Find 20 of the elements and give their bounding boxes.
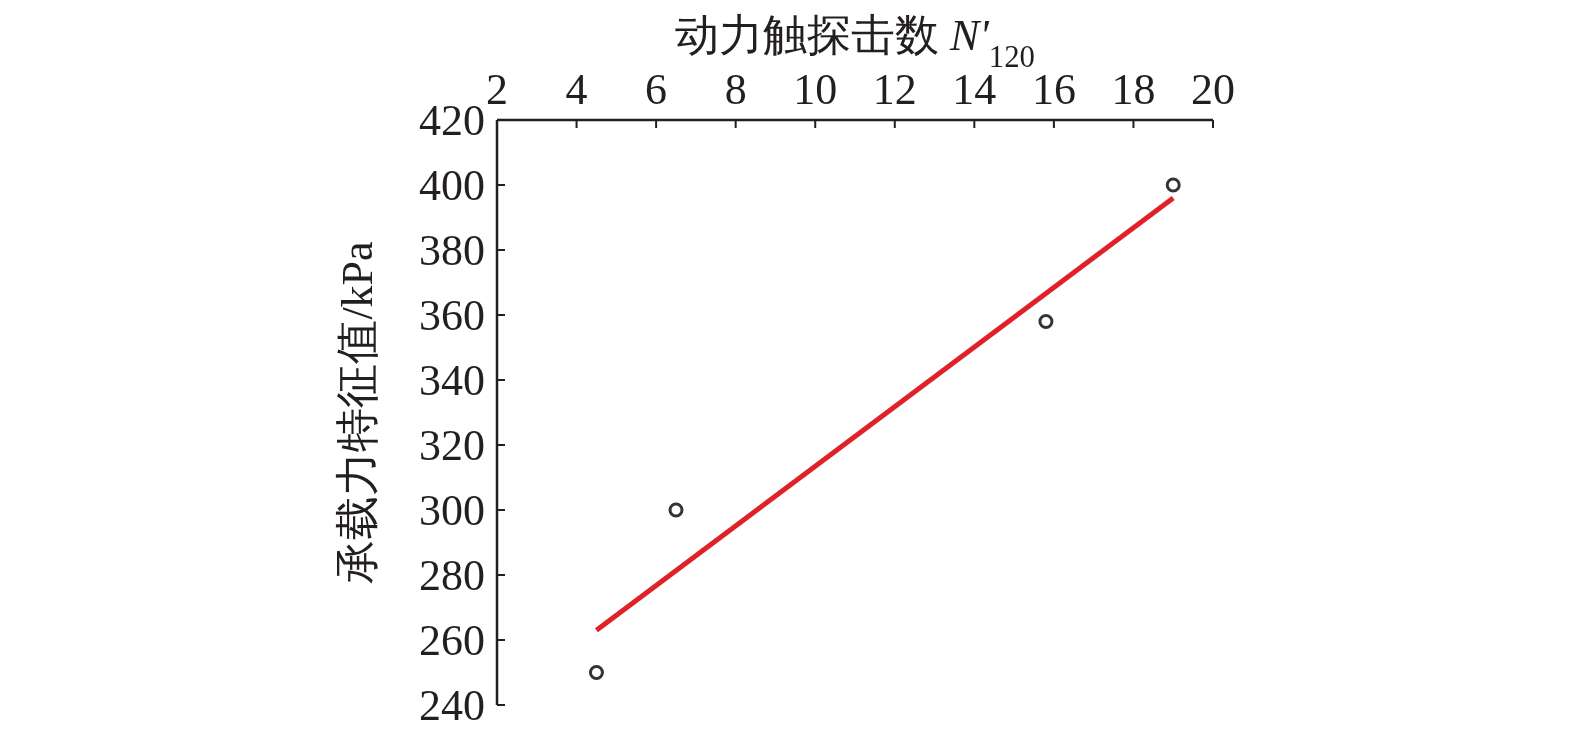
y-tick-label: 360 (419, 291, 485, 340)
y-tick-label: 300 (419, 486, 485, 535)
y-tick-label: 420 (419, 96, 485, 145)
y-tick-label: 260 (419, 616, 485, 665)
x-tick-label: 4 (565, 65, 588, 114)
y-tick-label: 380 (419, 226, 485, 275)
y-tick-label: 400 (419, 161, 485, 210)
y-tick-label: 240 (419, 681, 485, 730)
y-tick-label: 280 (419, 551, 485, 600)
y-axis-title: 承载力特征值/kPa (333, 241, 382, 584)
x-tick-label: 18 (1111, 65, 1156, 114)
x-tick-label: 20 (1191, 65, 1235, 114)
y-tick-label: 340 (419, 356, 485, 405)
point (668, 502, 684, 518)
point (1165, 177, 1181, 193)
x-tick-label: 6 (645, 65, 668, 114)
y-tick-label: 320 (419, 421, 485, 470)
point (1038, 314, 1054, 329)
x-tick-label: 2 (486, 65, 508, 114)
point (588, 665, 604, 680)
